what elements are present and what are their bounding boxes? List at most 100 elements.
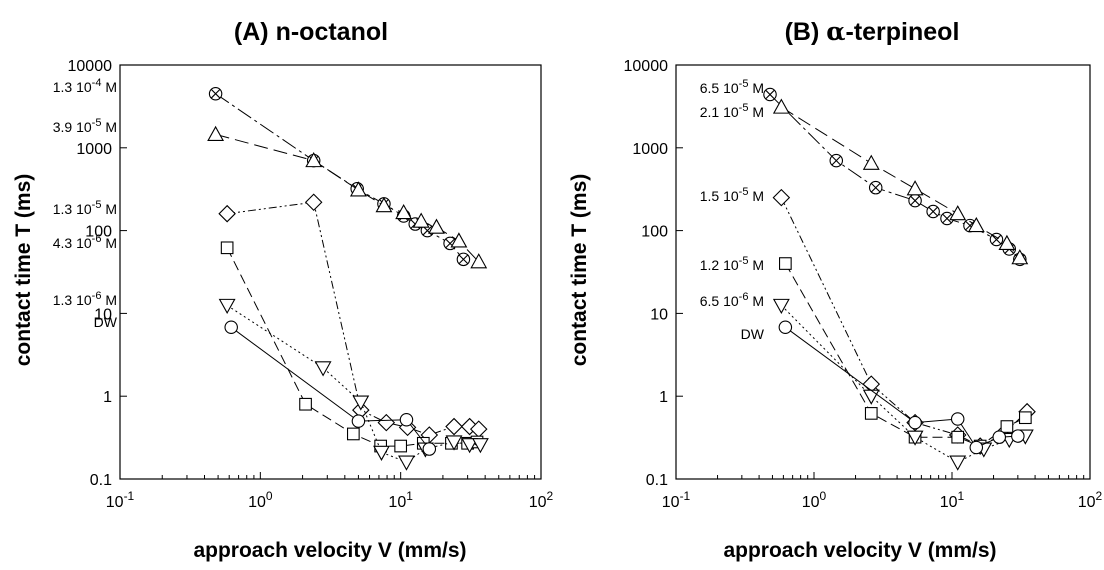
y-axis-label: contact time T (ms)	[12, 174, 35, 367]
x-tick-label: 100	[248, 489, 273, 511]
plot-frame	[675, 64, 1091, 480]
data-point	[906, 180, 924, 196]
data-point	[445, 417, 463, 436]
series-label: 4.3 10-6 M	[53, 233, 117, 251]
y-tick-label: 1000	[76, 141, 112, 158]
series-label: 6.5 10-5 M	[700, 78, 764, 96]
data-point	[394, 439, 408, 453]
data-point	[220, 241, 234, 255]
y-tick-label: 10	[650, 306, 668, 323]
data-point	[346, 427, 360, 441]
series	[779, 257, 1032, 453]
data-point	[949, 455, 967, 471]
data-point	[428, 218, 445, 234]
data-point	[305, 151, 323, 168]
series-label: 2.1 10-5 M	[700, 102, 764, 120]
data-point	[926, 204, 940, 219]
data-point	[375, 197, 393, 213]
y-tick-label: 0.1	[646, 472, 668, 489]
title-prefix: (B)	[785, 18, 827, 46]
data-point	[1011, 429, 1025, 443]
series	[224, 320, 437, 456]
series	[208, 86, 471, 267]
data-point	[908, 415, 922, 430]
x-tick-label: 102	[1078, 489, 1103, 511]
data-point	[908, 193, 922, 208]
x-tick-label: 101	[388, 489, 413, 511]
data-point	[422, 442, 437, 456]
data-point	[949, 205, 967, 221]
plot-frame	[119, 64, 542, 480]
series-label: DW	[94, 314, 118, 330]
data-point	[314, 361, 332, 377]
data-point	[772, 98, 790, 114]
data-point	[950, 412, 965, 426]
data-point	[399, 412, 414, 427]
data-point	[207, 125, 225, 141]
series	[772, 98, 1029, 265]
y-tick-label: 1000	[632, 141, 668, 158]
x-axis-label: approach velocity V (mm/s)	[193, 539, 466, 562]
data-point	[967, 216, 985, 233]
data-point	[456, 252, 471, 267]
y-tick-label: 10000	[624, 58, 669, 75]
data-point	[412, 212, 430, 228]
x-tick-label: 102	[529, 489, 554, 511]
data-point	[992, 430, 1007, 444]
y-tick-label: 100	[641, 224, 668, 241]
y-tick-label: 100	[85, 224, 112, 241]
data-point	[470, 253, 488, 269]
data-point	[864, 407, 878, 420]
y-tick-label: 1	[103, 389, 112, 406]
data-point	[772, 298, 790, 315]
data-point	[1011, 249, 1029, 265]
data-point	[377, 413, 396, 432]
x-tick-label: 100	[802, 489, 827, 511]
y-axis-label: contact time T (ms)	[568, 174, 591, 367]
series	[778, 320, 1025, 455]
series	[772, 298, 1034, 471]
x-tick-label: 101	[940, 489, 965, 511]
series-label: 1.5 10-5 M	[700, 186, 764, 204]
series-label: 3.9 10-5 M	[53, 117, 117, 135]
series	[207, 125, 488, 269]
series-label: 1.2 10-5 M	[700, 255, 764, 273]
data-point	[951, 430, 965, 444]
data-point	[461, 438, 479, 454]
y-tick-label: 0.1	[90, 472, 112, 489]
title-suffix: -terpineol	[846, 18, 960, 46]
data-point	[395, 203, 413, 220]
chart-title: (B) α-terpineol	[785, 17, 960, 46]
data-point	[373, 445, 390, 461]
data-point	[829, 153, 844, 168]
series-line	[784, 263, 1026, 447]
data-point	[450, 232, 468, 248]
data-point	[998, 234, 1016, 250]
x-tick-label: 10-1	[106, 489, 135, 511]
data-point	[763, 87, 777, 102]
series-label: 1.3 10-5 M	[53, 199, 117, 217]
series	[218, 193, 488, 444]
data-point	[906, 430, 924, 446]
series-line	[227, 201, 479, 436]
panel-a: (A) n-octanol approach velocity V (mm/s)…	[12, 18, 554, 562]
series-label: 1.3 10-6 M	[53, 290, 117, 308]
data-point	[299, 397, 312, 411]
data-point	[862, 154, 880, 170]
series-label: DW	[741, 326, 765, 342]
data-point	[304, 193, 323, 212]
alpha-symbol: α	[826, 17, 845, 46]
series-label: 6.5 10-6 M	[700, 291, 764, 309]
x-tick-label: 10-1	[662, 489, 691, 511]
data-point	[471, 438, 489, 454]
data-point	[218, 298, 236, 315]
data-point	[351, 414, 366, 428]
data-point	[969, 440, 984, 455]
chart-title: (A) n-octanol	[234, 18, 388, 46]
data-point	[868, 180, 883, 195]
data-point	[1018, 411, 1032, 425]
data-point	[349, 181, 367, 197]
series-label: 1.3 10-4 M	[53, 77, 117, 95]
data-point	[218, 204, 236, 223]
